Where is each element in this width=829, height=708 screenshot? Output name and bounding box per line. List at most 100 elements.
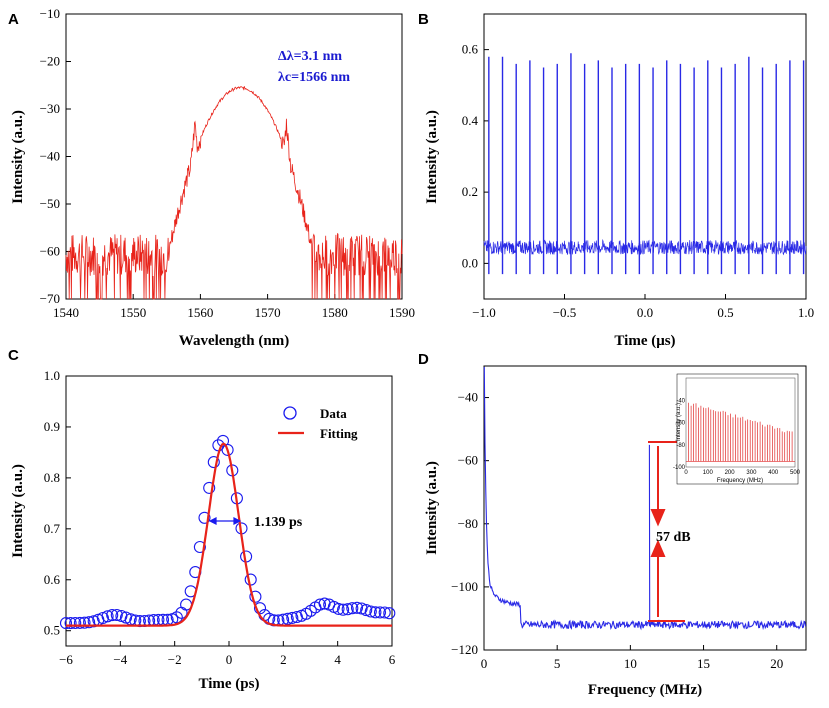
panel-c-data-markers (59, 434, 396, 630)
data-point (78, 616, 91, 629)
ytick-label: −70 (40, 291, 60, 306)
data-point (369, 606, 382, 619)
inset-ylabel: Intensity (a.u.) (676, 403, 682, 441)
xtick-label: 0 (481, 656, 488, 671)
inset-ticks: 0 100 200 300 400 500 -100 -80 -60 -40 (673, 398, 801, 476)
inset-ytick-label: -60 (676, 421, 685, 427)
data-point (346, 602, 359, 615)
inset-xtick-label: 100 (703, 470, 714, 476)
xtick-label: 1580 (322, 305, 348, 320)
inset-xtick-label: 0 (684, 470, 688, 476)
pulse-baseline-noise (483, 238, 807, 256)
panel-c-fwhm-annotation: 1.139 ps (254, 515, 303, 530)
panel-c-label: C (8, 347, 19, 364)
ytick-label: 0.0 (462, 255, 478, 270)
panel-c-fitting-line (66, 442, 392, 627)
data-point (383, 607, 396, 620)
panel-a: A 1540 1550 1560 1570 1580 1590 −70 −60 −50 −40 −3… (8, 6, 415, 349)
panel-c-ticks: −6 −4 −2 0 2 4 6 0.5 0.6 0.7 0.8 0.9 1.0 (44, 368, 396, 667)
xtick-label: 4 (334, 652, 341, 667)
panel-d-label: D (418, 351, 429, 368)
xtick-label: 1590 (389, 305, 415, 320)
ytick-label: −40 (40, 149, 60, 164)
data-point (83, 616, 96, 629)
xtick-label: 2 (280, 652, 287, 667)
ytick-label: 0.4 (462, 113, 479, 128)
xtick-label: 0 (226, 652, 233, 667)
data-point (364, 605, 377, 618)
xtick-label: 15 (697, 656, 710, 671)
panel-a-spectrum-line (65, 86, 403, 300)
data-point (286, 611, 299, 624)
data-point (110, 608, 123, 622)
legend-data-label: Data (320, 406, 347, 421)
ytick-label: 0.2 (462, 184, 478, 199)
ytick-label: −20 (40, 54, 60, 69)
data-point (373, 606, 387, 619)
xtick-label: 5 (554, 656, 561, 671)
ytick-label: 1.0 (44, 368, 60, 383)
xtick-label: 1570 (255, 305, 281, 320)
inset-spectrum-lines (686, 402, 795, 462)
data-point (332, 602, 345, 615)
ytick-label: −30 (40, 101, 60, 116)
ytick-label: −80 (458, 516, 478, 531)
panel-c-ylabel: Intensity (a.u.) (10, 464, 26, 558)
data-point (73, 616, 86, 629)
data-point (341, 603, 354, 616)
data-point (170, 611, 183, 624)
xtick-label: 1.0 (798, 305, 814, 320)
xtick-label: −4 (113, 652, 127, 667)
xtick-label: −0.5 (553, 305, 577, 320)
data-point (313, 598, 327, 611)
panel-d-snr-arrow (648, 441, 685, 622)
inset-xtick-label: 300 (746, 470, 757, 476)
xtick-label: 1560 (187, 305, 213, 320)
panel-b: B −1.0 −0.5 0.0 0.5 1.0 0.0 0.2 0.4 0.6 Time (μs… (418, 11, 814, 349)
panel-c-fwhm-arrow (208, 517, 242, 525)
panel-a-bandwidth-annotation: Δλ=3.1 nm (278, 49, 342, 64)
panel-b-xlabel: Time (μs) (614, 333, 675, 349)
panel-a-center-annotation: λc=1566 nm (278, 70, 350, 85)
panel-d-inset: 0 100 200 300 400 500 -100 -80 -60 -40 Frequency … (673, 373, 801, 485)
ytick-label: −60 (458, 453, 478, 468)
panel-d-axes-frame (483, 365, 807, 651)
xtick-label: 0.0 (637, 305, 653, 320)
inset-xtick-label: 400 (768, 470, 779, 476)
data-point (221, 443, 234, 456)
panel-d-rf-spectrum-line (483, 366, 807, 631)
ytick-label: −120 (451, 642, 478, 657)
inset-xtick-label: 200 (725, 470, 736, 476)
panel-d-xlabel: Frequency (MHz) (588, 682, 702, 698)
ytick-label: −60 (40, 244, 60, 259)
panel-d-snr-annotation: 57 dB (656, 530, 691, 545)
inset-ytick-label: -100 (673, 465, 686, 471)
panel-b-axes-frame (483, 13, 807, 300)
data-point (249, 590, 262, 603)
data-point (360, 604, 373, 617)
inset-frame (676, 373, 799, 485)
inset-xtick-label: 500 (790, 470, 801, 476)
ytick-label: 0.9 (44, 419, 60, 434)
ytick-label: −100 (451, 579, 478, 594)
data-point (207, 456, 220, 469)
ytick-label: −50 (40, 196, 60, 211)
data-point (64, 617, 77, 630)
inset-ytick-label: -80 (676, 443, 685, 449)
xtick-label: −6 (59, 652, 73, 667)
data-point (193, 540, 206, 554)
panel-b-pulse-train (483, 53, 807, 275)
panel-b-label: B (418, 11, 429, 28)
xtick-label: −1.0 (472, 305, 496, 320)
ytick-label: −40 (458, 390, 478, 405)
xtick-label: −2 (168, 652, 182, 667)
xtick-label: 0.5 (717, 305, 733, 320)
xtick-label: 10 (624, 656, 637, 671)
ytick-label: 0.6 (44, 572, 61, 587)
panel-d: D 0 5 10 15 20 −120 −100 −80 −60 −40 57 dB 0 100 20… (418, 351, 807, 698)
ytick-label: 0.5 (44, 623, 60, 638)
panel-a-ylabel: Intensity (a.u.) (10, 110, 26, 204)
panel-d-ylabel: Intensity (a.u.) (424, 461, 440, 555)
inset-axes (685, 377, 796, 468)
